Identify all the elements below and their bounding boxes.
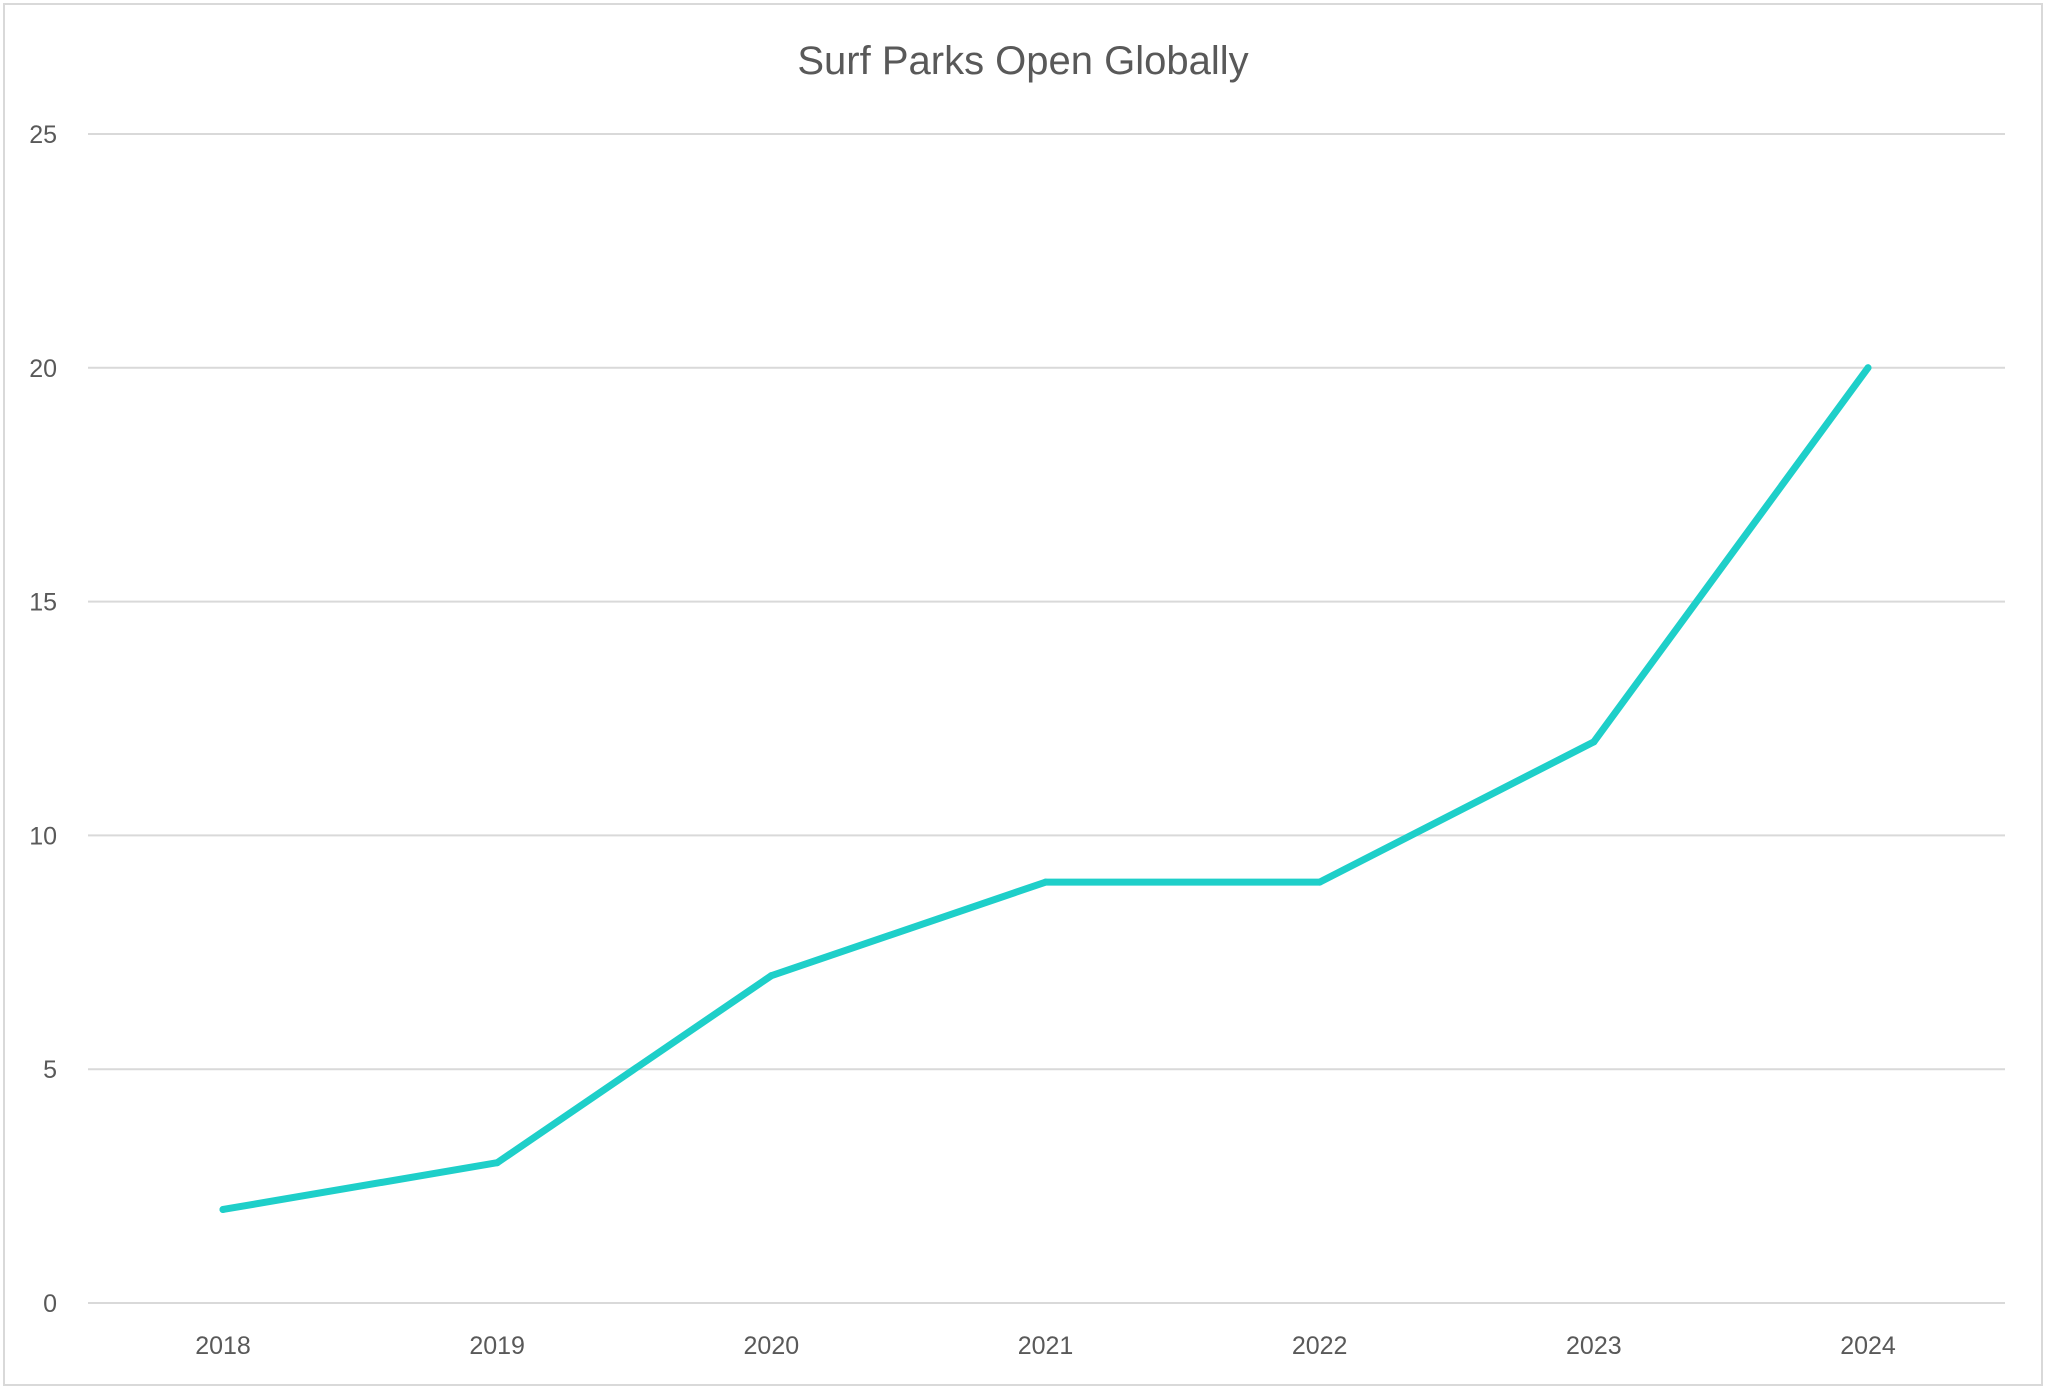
y-tick-label: 5 (43, 1056, 57, 1084)
data-point (1590, 738, 1598, 746)
data-point (219, 1205, 227, 1213)
data-point (493, 1159, 501, 1167)
chart-frame (3, 3, 2043, 1386)
x-tick-label: 2023 (1566, 1332, 1622, 1360)
y-tick-label: 15 (29, 589, 57, 617)
x-tick-label: 2018 (195, 1332, 251, 1360)
x-tick-label: 2024 (1840, 1332, 1896, 1360)
series-line (219, 364, 1872, 1213)
data-point (767, 972, 775, 980)
x-tick-label: 2020 (744, 1332, 800, 1360)
y-tick-label: 20 (29, 355, 57, 383)
data-point (1042, 878, 1049, 886)
x-tick-label: 2021 (1018, 1332, 1074, 1360)
y-tick-label: 0 (43, 1290, 57, 1318)
data-point (1864, 364, 1872, 372)
y-tick-label: 10 (29, 822, 57, 850)
y-tick-label: 25 (29, 121, 57, 149)
chart-title: Surf Parks Open Globally (797, 39, 1248, 83)
x-tick-label: 2019 (469, 1332, 525, 1360)
x-tick-label: 2022 (1292, 1332, 1348, 1360)
data-point (1316, 878, 1324, 886)
